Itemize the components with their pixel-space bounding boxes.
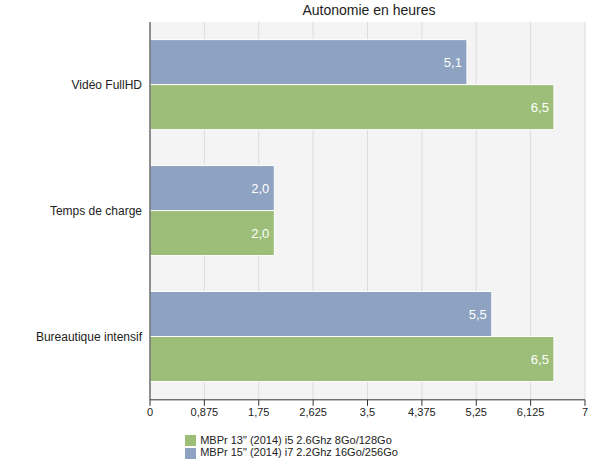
svg-text:Vidéo FullHD: Vidéo FullHD [72, 78, 143, 92]
svg-text:6,125: 6,125 [517, 406, 545, 418]
svg-text:2,0: 2,0 [251, 226, 269, 241]
svg-text:0,875: 0,875 [191, 406, 219, 418]
svg-text:5,1: 5,1 [444, 55, 462, 70]
svg-text:7: 7 [582, 406, 588, 418]
svg-text:Bureautique intensif: Bureautique intensif [36, 330, 143, 344]
svg-text:0: 0 [147, 406, 153, 418]
svg-text:Temps de charge: Temps de charge [50, 204, 142, 218]
html-text:MBPr 15" (2014) i7 2.2Ghz 16Go: MBPr 15" (2014) i7 2.2Ghz 16Go/256Go [200, 446, 398, 459]
svg-text:5,25: 5,25 [466, 406, 487, 418]
html-text:Autonomie en heures: Autonomie en heures [302, 2, 436, 18]
svg-text:4,375: 4,375 [408, 406, 436, 418]
svg-text:1,75: 1,75 [248, 406, 269, 418]
svg-text:6,5: 6,5 [531, 100, 549, 115]
svg-text:6,5: 6,5 [531, 352, 549, 367]
svg-text:3,5: 3,5 [360, 406, 375, 418]
html-text:MBPr 13" (2014) i5 2.6Ghz 8Go/: MBPr 13" (2014) i5 2.6Ghz 8Go/128Go [200, 433, 392, 446]
svg-text:2,0: 2,0 [251, 181, 269, 196]
svg-text:5,5: 5,5 [469, 307, 487, 322]
svg-text:2,625: 2,625 [299, 406, 327, 418]
